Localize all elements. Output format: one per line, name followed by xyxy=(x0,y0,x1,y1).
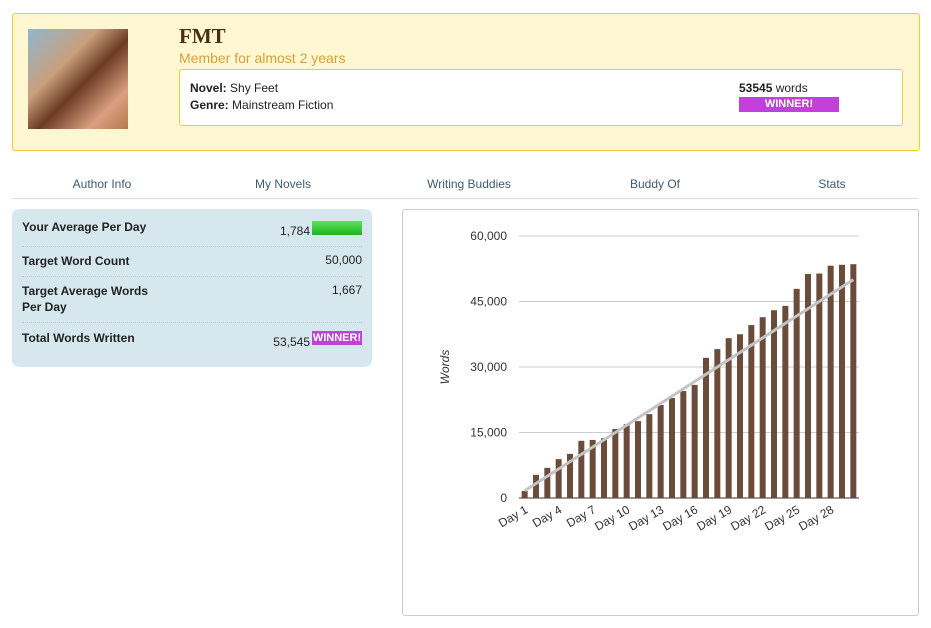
bar xyxy=(635,421,641,498)
tab-bar: Author Info My Novels Writing Buddies Bu… xyxy=(12,170,918,199)
bar xyxy=(714,349,721,498)
x-tick-label: Day 19 xyxy=(694,502,734,533)
bar xyxy=(601,438,607,498)
bar xyxy=(737,334,743,498)
y-tick-label: 45,000 xyxy=(470,295,507,309)
stat-label: Your Average Per Day xyxy=(22,220,147,234)
tab[interactable]: Stats xyxy=(818,177,846,191)
word-count: 53545 xyxy=(739,81,773,95)
bar xyxy=(680,391,687,498)
x-tick-label: Day 10 xyxy=(592,502,632,533)
tab[interactable]: Buddy Of xyxy=(629,177,681,191)
bar xyxy=(748,325,755,498)
tab[interactable]: Writing Buddies xyxy=(427,177,511,191)
avatar xyxy=(28,29,128,129)
genre-label: Genre: xyxy=(190,98,229,112)
novel-box: Novel: Shy Feet Genre: Mainstream Fictio… xyxy=(179,69,903,126)
x-tick-label: Day 25 xyxy=(762,502,802,533)
bar xyxy=(589,439,596,498)
y-tick-label: 30,000 xyxy=(470,360,507,374)
bar xyxy=(578,440,585,498)
bar xyxy=(827,265,834,498)
bar xyxy=(816,273,823,498)
stat-row: Target Word Count 50,000 xyxy=(22,253,362,277)
member-since: Member for almost 2 years xyxy=(179,50,346,66)
y-tick-label: 15,000 xyxy=(470,426,507,440)
stat-label: Target Word Count xyxy=(22,254,130,268)
x-tick-label: Day 7 xyxy=(564,502,598,530)
bar xyxy=(725,338,732,498)
stat-value: 1,667 xyxy=(331,283,362,297)
novel-title[interactable]: Shy Feet xyxy=(230,81,279,95)
genre-line: Genre: Mainstream Fiction xyxy=(190,98,333,112)
stat-row: Total Words Written 53,545 WINNER! xyxy=(22,330,362,355)
stat-value: 53,545 xyxy=(273,335,310,349)
trend-line xyxy=(523,278,855,492)
tab[interactable]: My Novels xyxy=(254,177,312,191)
bar xyxy=(850,264,857,498)
bar xyxy=(793,288,800,498)
x-tick-label: Day 13 xyxy=(626,502,666,533)
x-tick-label: Day 1 xyxy=(496,502,530,530)
x-tick-label: Day 16 xyxy=(660,502,700,533)
bar xyxy=(612,429,619,498)
x-tick-label: Day 22 xyxy=(728,502,768,533)
bar xyxy=(533,474,539,498)
winner-badge: WINNER! xyxy=(739,97,839,112)
x-tick-label: Day 4 xyxy=(530,502,564,530)
bar xyxy=(567,453,573,498)
y-axis-label: Words xyxy=(438,350,452,385)
stats-panel: Your Average Per Day 1,784 Target Word C… xyxy=(12,209,372,367)
y-tick-label: 0 xyxy=(500,491,507,505)
stat-value: 1,784 xyxy=(279,224,310,238)
genre: Mainstream Fiction xyxy=(232,98,334,112)
chart-box: Words 0 15,000 30,000 45,000 60,000 Day 1 Day … xyxy=(402,209,919,616)
bar xyxy=(771,310,777,498)
bar xyxy=(544,467,551,498)
y-tick-label: 60,000 xyxy=(470,229,507,243)
progress-bar xyxy=(312,221,362,235)
profile-box: FMT Member for almost 2 years Novel: Shy… xyxy=(12,13,920,151)
bar xyxy=(839,264,845,498)
x-tick-label: Day 28 xyxy=(796,502,836,533)
novel-line: Novel: Shy Feet xyxy=(190,81,278,95)
winner-badge: WINNER! xyxy=(312,331,362,345)
author-name: FMT xyxy=(179,24,226,48)
bar xyxy=(555,459,562,498)
stat-value: 50,000 xyxy=(325,253,362,267)
novel-label: Novel: xyxy=(190,81,227,95)
bar xyxy=(691,384,698,498)
bar xyxy=(759,317,766,498)
bar xyxy=(623,424,630,498)
stat-label: Total Words Written xyxy=(22,331,135,345)
stat-row: Target Average Words Per Day 1,667 xyxy=(22,283,362,323)
word-count-line: 53545 words xyxy=(739,81,808,95)
bar xyxy=(782,305,789,498)
bar xyxy=(703,357,709,498)
tab[interactable]: Author Info xyxy=(72,177,132,191)
word-unit: words xyxy=(775,81,808,95)
bar xyxy=(657,404,664,498)
bar xyxy=(805,273,811,498)
bar xyxy=(669,398,675,498)
bar xyxy=(521,491,528,498)
bar xyxy=(646,414,653,498)
stat-row: Your Average Per Day 1,784 xyxy=(22,219,362,247)
stat-label: Target Average Words Per Day xyxy=(22,284,149,314)
